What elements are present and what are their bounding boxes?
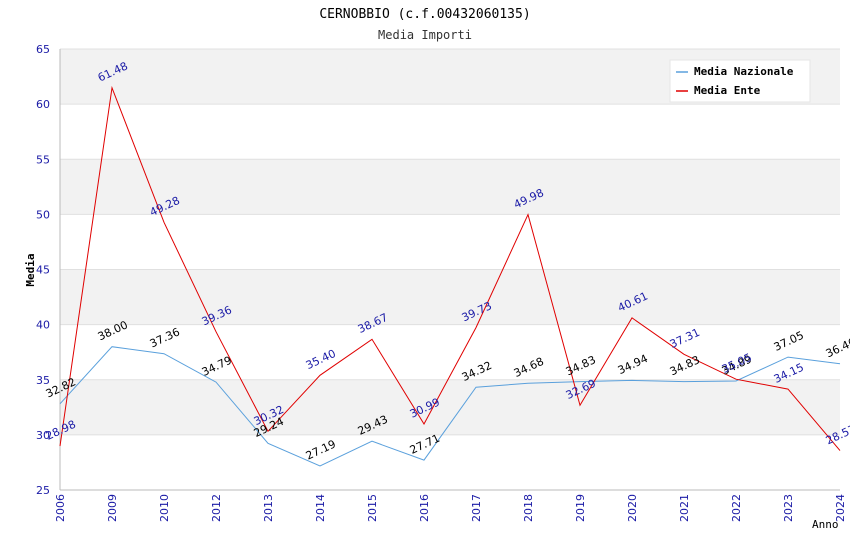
- y-tick-label: 35: [36, 374, 50, 387]
- x-tick-label: 2015: [366, 494, 379, 522]
- data-label: 34.83: [564, 353, 598, 378]
- plot-band: [60, 269, 840, 325]
- x-tick-label: 2017: [470, 494, 483, 522]
- plot-background-bands: [60, 49, 840, 435]
- legend-label-media-ente: Media Ente: [694, 84, 761, 97]
- legend-label-media-nazionale: Media Nazionale: [694, 65, 794, 78]
- x-tick-label: 2022: [730, 494, 743, 522]
- y-tick-label: 50: [36, 208, 50, 221]
- series-line-media-ente: [59, 85, 841, 451]
- y-tick-label: 55: [36, 153, 50, 166]
- x-tick-label: 2014: [314, 494, 327, 522]
- data-label: 35.40: [304, 347, 338, 372]
- x-tick-label: 2010: [158, 494, 171, 522]
- x-tick-label: 2009: [106, 494, 119, 522]
- horizontal-gridlines: [60, 48, 840, 491]
- x-axis-ticks: 2006 2009 2010 2012 2013 2014 2015 2016 2017 2018…: [54, 494, 847, 522]
- y-tick-label: 65: [36, 43, 50, 56]
- x-tick-label: 2023: [782, 494, 795, 522]
- x-tick-label: 2013: [262, 494, 275, 522]
- x-tick-label: 2019: [574, 494, 587, 522]
- chart-subtitle: Media Importi: [378, 28, 472, 42]
- y-tick-label: 60: [36, 98, 50, 111]
- x-tick-label: 2012: [210, 494, 223, 522]
- data-label: 34.94: [616, 352, 650, 377]
- data-label: 36.46: [824, 335, 850, 360]
- plot-band: [60, 379, 840, 435]
- y-tick-label: 25: [36, 484, 50, 497]
- data-label: 27.19: [304, 437, 338, 462]
- data-label: 37.36: [148, 325, 182, 350]
- x-tick-label: 2020: [626, 494, 639, 522]
- series-line-media-nazionale: [59, 346, 841, 467]
- data-label: 37.31: [668, 326, 702, 351]
- data-label: 27.71: [408, 432, 442, 457]
- y-tick-label: 30: [36, 429, 50, 442]
- data-label: 34.79: [200, 354, 234, 379]
- chart-title: CERNOBBIO (c.f.00432060135): [319, 7, 530, 22]
- data-label: 34.68: [512, 355, 546, 380]
- legend: Media Nazionale Media Ente: [669, 59, 811, 103]
- y-tick-label: 45: [36, 264, 50, 277]
- y-axis-ticks: 25 30 35 40 45 50 55 60 65: [36, 43, 50, 497]
- y-tick-label: 40: [36, 319, 50, 332]
- x-tick-label: 2024: [834, 494, 847, 522]
- y-axis-label: Media: [24, 253, 37, 286]
- x-tick-label: 2018: [522, 494, 535, 522]
- axes: [59, 49, 840, 491]
- legend-box: [669, 59, 811, 103]
- x-tick-label: 2006: [54, 494, 67, 522]
- series-lines: [59, 85, 841, 467]
- x-axis-label: Anno: [812, 518, 839, 531]
- x-tick-label: 2016: [418, 494, 431, 522]
- data-label: 34.83: [668, 353, 702, 378]
- x-tick-label: 2021: [678, 494, 691, 522]
- plot-band: [60, 159, 840, 215]
- data-label: 37.05: [772, 329, 806, 354]
